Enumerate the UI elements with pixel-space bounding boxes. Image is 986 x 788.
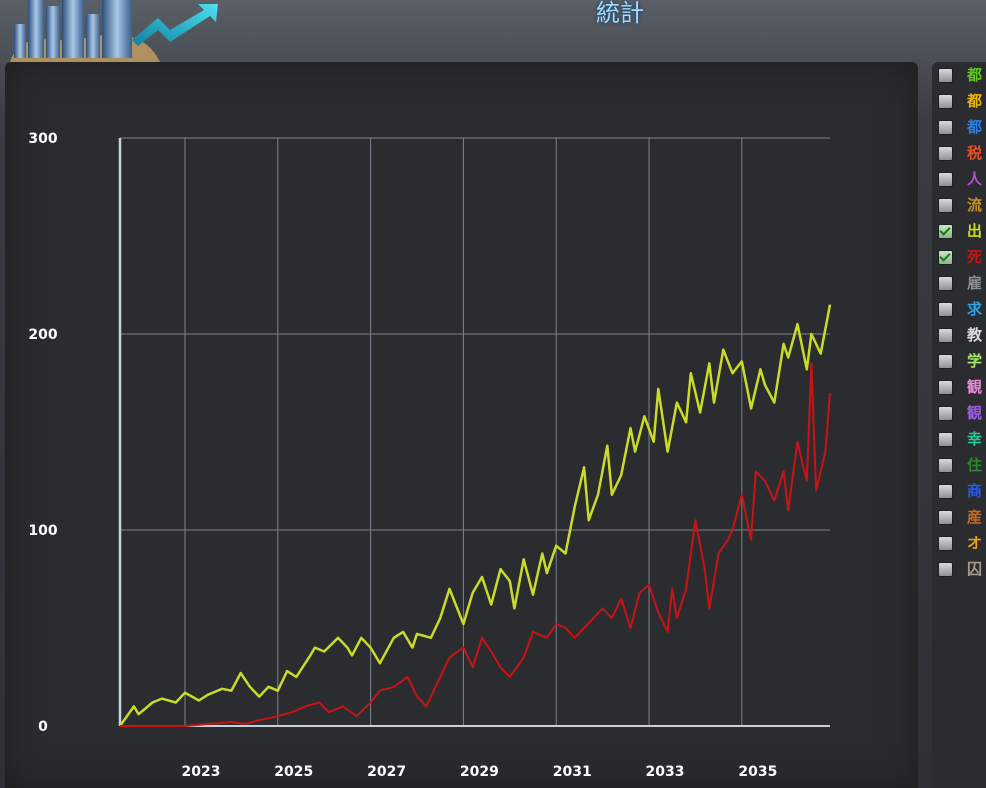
series-line-0 — [118, 304, 832, 727]
y-tick-label: 300 — [28, 131, 57, 147]
legend-checkbox[interactable] — [938, 120, 953, 135]
legend-item[interactable]: 都 — [935, 117, 986, 137]
legend-item[interactable]: 求 — [935, 299, 986, 319]
legend-label: 観 — [967, 378, 983, 396]
legend-label: 商 — [967, 482, 983, 500]
y-tick-label: 200 — [28, 327, 57, 343]
legend-checkbox[interactable] — [938, 432, 953, 447]
legend-checkbox[interactable] — [938, 354, 953, 369]
legend-item[interactable]: 人 — [935, 169, 986, 189]
legend-checkbox[interactable] — [938, 510, 953, 525]
legend-label: オ — [967, 534, 983, 552]
legend-item[interactable]: 学 — [935, 351, 986, 371]
legend-checkbox[interactable] — [938, 276, 953, 291]
legend-checkbox[interactable] — [938, 380, 953, 395]
legend-label: 雇 — [967, 274, 983, 292]
legend-checkbox[interactable] — [938, 94, 953, 109]
chart-panel: 0 100 200 300 2023 2025 2027 2029 2031 2033 2035 — [5, 62, 918, 788]
legend-checkbox[interactable] — [938, 484, 953, 499]
legend-checkbox[interactable] — [938, 458, 953, 473]
legend-label: 求 — [967, 300, 983, 318]
legend-item[interactable]: 産 — [935, 507, 986, 527]
legend-label: 観 — [967, 404, 983, 422]
legend-item[interactable]: 観 — [935, 377, 986, 397]
legend-checkbox[interactable] — [938, 536, 953, 551]
window-header: 統計 — [0, 0, 986, 62]
legend-item[interactable]: 教 — [935, 325, 986, 345]
legend-item[interactable]: 住 — [935, 455, 986, 475]
legend-checkbox[interactable] — [938, 406, 953, 421]
series-line-1 — [120, 362, 831, 727]
legend-label: 幸 — [967, 430, 983, 448]
legend-label: 住 — [967, 456, 983, 474]
x-tick-label: 2029 — [460, 764, 499, 780]
y-tick-label: 0 — [38, 719, 48, 735]
x-tick-label: 2031 — [553, 764, 592, 780]
legend-label: 流 — [967, 196, 983, 214]
legend-item[interactable]: 都 — [935, 65, 986, 85]
legend-item[interactable]: 囚 — [935, 559, 986, 579]
x-tick-label: 2025 — [274, 764, 313, 780]
x-tick-label: 2023 — [181, 764, 220, 780]
legend-checkbox[interactable] — [938, 198, 953, 213]
y-tick-label: 100 — [28, 523, 57, 539]
legend-label: 都 — [967, 118, 983, 136]
legend-item[interactable]: 雇 — [935, 273, 986, 293]
legend-label: 学 — [967, 352, 983, 370]
legend-item[interactable]: 流 — [935, 195, 986, 215]
legend-label: 死 — [967, 248, 983, 266]
x-tick-label: 2027 — [367, 764, 406, 780]
legend-item[interactable]: 観 — [935, 403, 986, 423]
window-title: 統計 — [596, 0, 644, 27]
legend-checkbox[interactable] — [938, 328, 953, 343]
legend-item[interactable]: 都 — [935, 91, 986, 111]
legend-label: 教 — [967, 326, 983, 344]
city-statistics-logo-icon — [10, 0, 218, 62]
legend-item[interactable]: 出 — [935, 221, 986, 241]
legend-checkbox[interactable] — [938, 146, 953, 161]
line-chart: 0 100 200 300 2023 2025 2027 2029 2031 2033 2035 — [28, 131, 832, 780]
legend-label: 都 — [967, 92, 983, 110]
x-tick-label: 2035 — [738, 764, 777, 780]
legend-item[interactable]: 死 — [935, 247, 986, 267]
legend-label: 人 — [967, 170, 983, 188]
legend-label: 都 — [967, 66, 983, 84]
legend-checkbox-checked[interactable] — [938, 224, 953, 239]
legend-label: 税 — [967, 144, 983, 162]
legend-checkbox-checked[interactable] — [938, 250, 953, 265]
legend-item[interactable]: オ — [935, 533, 986, 553]
legend-panel: 都都都税人流出死雇求教学観観幸住商産オ囚 — [932, 62, 986, 788]
legend-checkbox[interactable] — [938, 172, 953, 187]
legend-item[interactable]: 幸 — [935, 429, 986, 449]
legend-label: 囚 — [967, 560, 983, 578]
legend-checkbox[interactable] — [938, 302, 953, 317]
legend-checkbox[interactable] — [938, 68, 953, 83]
x-tick-label: 2033 — [646, 764, 685, 780]
legend-checkbox[interactable] — [938, 562, 953, 577]
legend-item[interactable]: 商 — [935, 481, 986, 501]
legend-label: 出 — [967, 222, 983, 240]
legend-label: 産 — [967, 508, 983, 526]
legend-item[interactable]: 税 — [935, 143, 986, 163]
